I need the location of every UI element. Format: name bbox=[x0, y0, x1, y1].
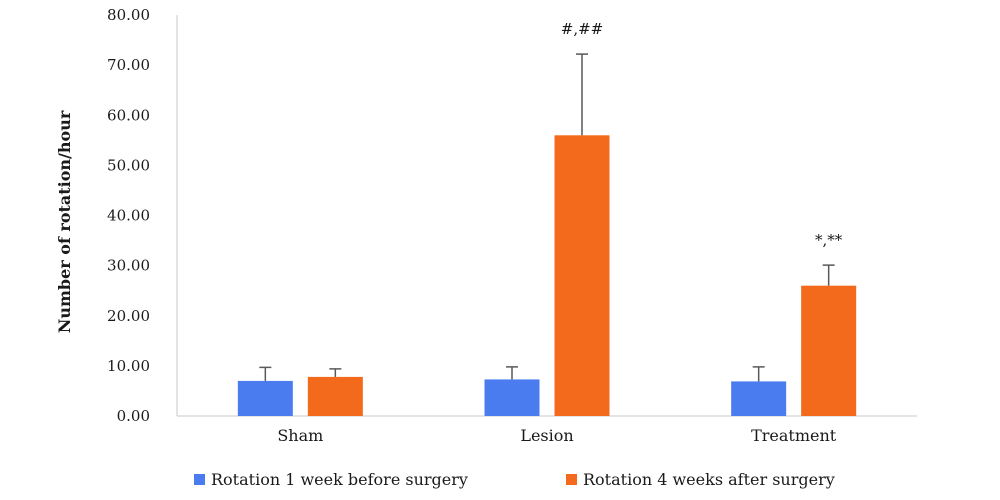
legend-swatch bbox=[194, 474, 205, 485]
legend-swatch bbox=[566, 474, 577, 485]
bar bbox=[237, 380, 293, 416]
bar bbox=[731, 381, 787, 416]
significance-annotation: *,** bbox=[815, 231, 843, 249]
significance-annotation: #,## bbox=[561, 20, 603, 38]
bar bbox=[307, 376, 363, 416]
error-bars-group bbox=[259, 53, 835, 382]
y-tick-label: 0.00 bbox=[117, 407, 150, 425]
y-axis-label: Number of rotation/hour bbox=[55, 110, 74, 333]
x-axis-categories: Sham Lesion Treatment bbox=[277, 426, 836, 445]
y-tick-label: 20.00 bbox=[107, 307, 150, 325]
annotations-group: #,## *,** bbox=[561, 20, 843, 249]
category-label: Treatment bbox=[751, 426, 837, 445]
y-tick-label: 80.00 bbox=[107, 6, 150, 24]
y-axis-ticks: 0.00 10.00 20.00 30.00 40.00 50.00 60.00 70.00 8… bbox=[107, 6, 150, 425]
legend: Rotation 1 week before surgery Rotation 4… bbox=[194, 470, 835, 489]
category-label: Lesion bbox=[520, 426, 573, 445]
bar bbox=[554, 135, 610, 417]
bar bbox=[484, 379, 540, 416]
y-tick-label: 10.00 bbox=[107, 357, 150, 375]
legend-label: Rotation 1 week before surgery bbox=[211, 470, 468, 489]
y-tick-label: 50.00 bbox=[107, 156, 150, 174]
bar bbox=[801, 285, 857, 416]
bars-group bbox=[237, 135, 857, 417]
category-label: Sham bbox=[277, 426, 323, 445]
y-tick-label: 30.00 bbox=[107, 257, 150, 275]
y-tick-label: 40.00 bbox=[107, 207, 150, 225]
legend-label: Rotation 4 weeks after surgery bbox=[583, 470, 835, 489]
y-tick-label: 60.00 bbox=[107, 106, 150, 124]
y-tick-label: 70.00 bbox=[107, 56, 150, 74]
